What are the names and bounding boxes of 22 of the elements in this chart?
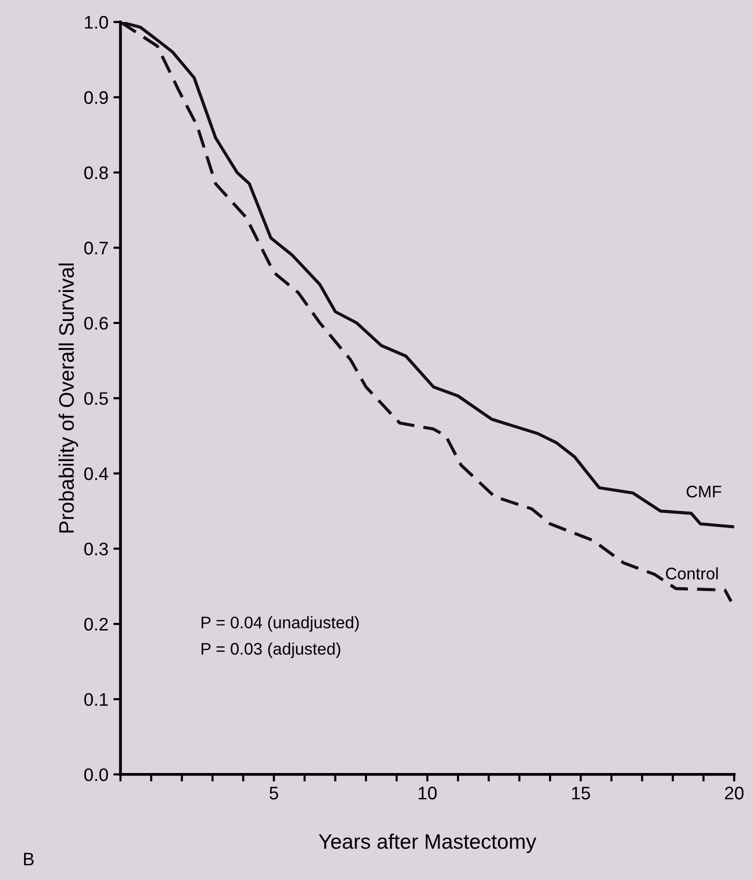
- series-label: Control: [666, 567, 718, 580]
- y-tick-label: 0.1: [84, 693, 108, 706]
- y-tick-label: 0.2: [84, 618, 108, 631]
- y-tick-label: 0.6: [84, 316, 108, 330]
- series-label: CMF: [686, 486, 722, 498]
- y-tick-label: 1.0: [84, 16, 108, 29]
- x-axis-title: Years after Mastectomy: [318, 834, 536, 854]
- y-tick-label: 0.7: [84, 242, 108, 254]
- y-tick-label: 0.8: [84, 166, 108, 180]
- annotation: P = 0.04 (unadjusted): [202, 616, 359, 632]
- annotation: P = 0.03 (adjusted): [202, 642, 340, 658]
- y-tick-label: 0.9: [84, 91, 108, 104]
- x-tick-label: 20: [725, 786, 744, 800]
- text: B: [24, 852, 34, 866]
- y-tick-label: 0.3: [84, 542, 108, 556]
- x-tick-label: 15: [572, 786, 590, 800]
- y-tick-label: 0.0: [84, 768, 108, 782]
- x-tick-label: 10: [418, 786, 437, 800]
- x-tick-label: 5: [270, 786, 278, 800]
- y-axis-title: Probability of Overall Survival: [58, 264, 78, 533]
- y-tick-label: 0.5: [84, 392, 108, 405]
- y-tick-label: 0.4: [84, 467, 108, 480]
